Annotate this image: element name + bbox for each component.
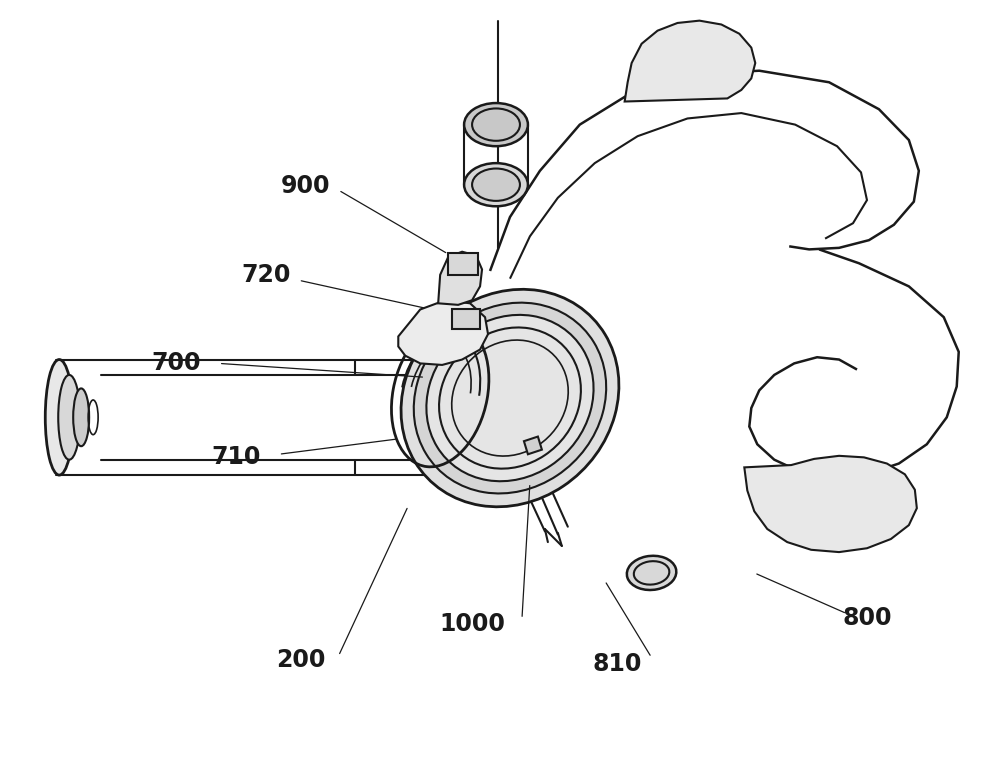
Polygon shape [398,300,488,365]
Ellipse shape [426,315,594,482]
Text: 800: 800 [842,605,892,629]
Ellipse shape [58,375,80,460]
Polygon shape [744,456,917,552]
Text: 700: 700 [151,352,201,376]
Polygon shape [438,252,482,305]
Ellipse shape [464,163,528,206]
FancyBboxPatch shape [448,254,478,275]
Ellipse shape [627,556,676,590]
FancyBboxPatch shape [452,309,480,329]
Text: 1000: 1000 [439,611,505,635]
Text: 900: 900 [281,174,330,198]
Text: 710: 710 [211,445,260,469]
Ellipse shape [464,103,528,146]
Polygon shape [524,437,542,455]
Text: 200: 200 [276,648,325,672]
Ellipse shape [45,359,73,475]
Polygon shape [625,21,755,101]
Text: 720: 720 [241,263,290,287]
Text: 810: 810 [593,652,642,676]
Ellipse shape [414,303,606,493]
Ellipse shape [73,388,89,446]
Ellipse shape [401,289,619,507]
Ellipse shape [472,169,520,201]
